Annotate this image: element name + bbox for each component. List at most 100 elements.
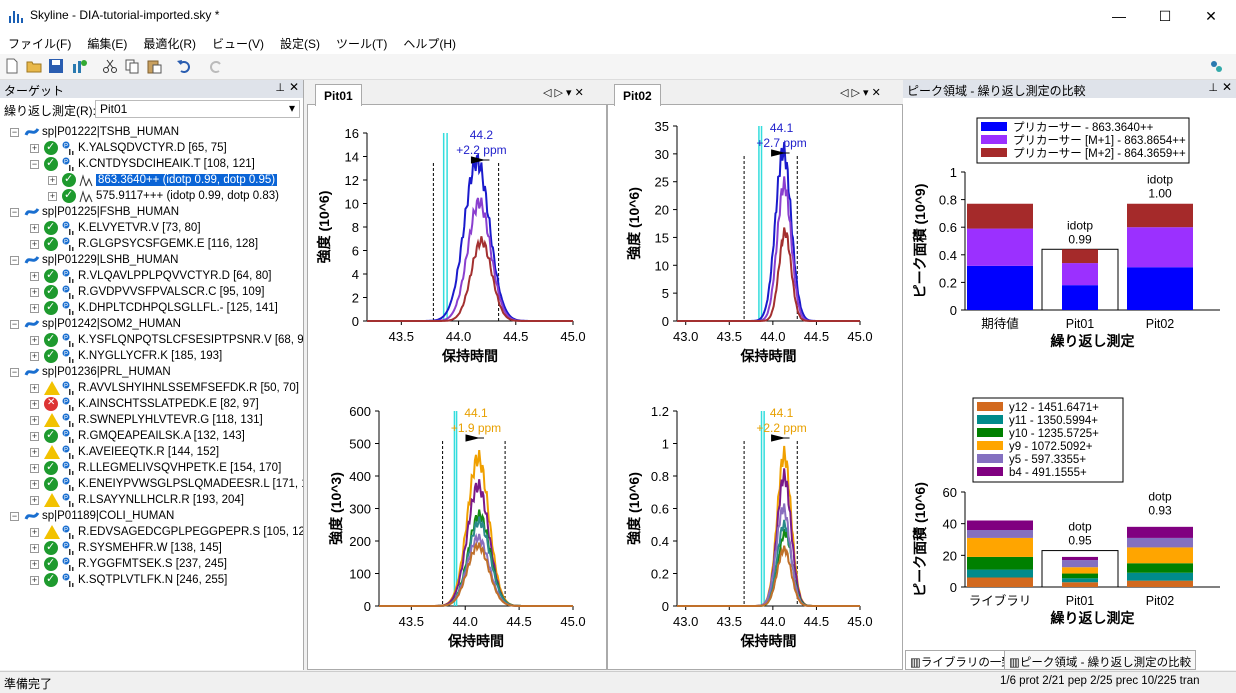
protein-node[interactable]: sp|P01225|FSHB_HUMAN [42,204,179,220]
category-label: ライブラリ [969,593,1032,608]
close-panel-icon[interactable]: ✕ [1221,80,1232,94]
menu-refine[interactable]: 最適化(R) [143,37,196,51]
peptide-node[interactable]: R.LSAYYNLLHCLR.R [193, 204] [78,492,244,508]
expand-toggle[interactable]: + [30,383,39,393]
protein-node[interactable]: sp|P01189|COLI_HUMAN [42,508,174,524]
peptide-node[interactable]: K.DHPLTCDHPQLSGLLFL.- [125, 141] [78,300,278,316]
expand-toggle[interactable]: − [10,207,19,217]
expand-toggle[interactable]: + [30,143,39,153]
expand-toggle[interactable]: + [30,303,39,313]
score-value-label: 0.93 [1148,504,1172,518]
peptide-node[interactable]: R.EDVSAGEDCGPLPEGGPEPR.S [105, 124] [78,524,303,540]
svg-text:P: P [64,224,68,230]
expand-toggle[interactable]: + [30,543,39,553]
precursor-node[interactable]: 863.3640++ (idotp 0.99, dotp 0.95) [96,172,278,188]
peptide-node[interactable]: R.GVDPVVSFPVALSCR.C [95, 109] [78,284,264,300]
peptide-node[interactable]: K.CNTDYSDCIHEAIK.T [108, 121] [78,156,255,172]
peptide-node[interactable]: R.GLGPSYCSFGEMK.E [116, 128] [78,236,258,252]
open-folder-icon[interactable] [26,58,42,74]
cut-icon[interactable] [102,58,118,74]
peptide-node[interactable]: R.LLEGMELIVSQVHPETK.E [154, 170] [78,460,281,476]
replicate-dropdown[interactable]: Pit01 ▾ [95,100,300,118]
minimize-button[interactable]: — [1112,8,1126,24]
menu-view[interactable]: ビュー(V) [212,37,264,51]
peptide-node[interactable]: K.NYGLLYCFR.K [185, 193] [78,348,222,364]
expand-toggle[interactable]: − [10,367,19,377]
svg-text:P: P [64,464,68,470]
publish-icon[interactable] [72,58,88,74]
expand-toggle[interactable]: − [10,319,19,329]
copy-icon[interactable] [124,58,140,74]
maximize-button[interactable]: ☐ [1158,7,1172,24]
save-icon[interactable] [48,58,64,74]
protein-node[interactable]: sp|P01236|PRL_HUMAN [42,364,171,380]
svg-text:P: P [64,416,68,422]
check-icon [44,460,58,475]
expand-toggle[interactable]: + [30,431,39,441]
expand-toggle[interactable]: − [10,127,19,137]
pit02-tab-controls[interactable]: ◁ ▷ ▾ ✕ [840,87,881,99]
tree-node-label: R.YGGFMTSEK.S [237, 245] [78,558,227,570]
protein-node[interactable]: sp|P01229|LSHB_HUMAN [42,252,178,268]
close-button[interactable]: ✕ [1205,7,1217,24]
expand-toggle[interactable]: + [30,223,39,233]
sync-icon[interactable] [1208,58,1224,74]
expand-toggle[interactable]: + [30,479,39,489]
peptide-node[interactable]: K.ELVYETVR.V [73, 80] [78,220,201,236]
pin-icon[interactable]: ⊥ [1208,82,1218,94]
expand-toggle[interactable]: + [30,463,39,473]
tab-library-match-label: ライブラリの一致 [920,657,1013,669]
menu-file[interactable]: ファイル(F) [8,37,72,51]
peptide-node[interactable]: K.YSFLQNPQTSLCFSESIPTPSNR.V [68, 90] [78,332,303,348]
tab-pit01[interactable]: Pit01 [315,84,362,106]
peptide-node[interactable]: R.SYSMEHFR.W [138, 145] [78,540,222,556]
tab-peak-areas[interactable]: ▥ピーク領域 - 繰り返し測定の比較 [1004,650,1197,670]
pin-icon[interactable]: ⊥ [275,82,285,94]
expand-toggle[interactable]: − [10,511,19,521]
expand-toggle[interactable]: + [30,575,39,585]
replicate-value: Pit01 [100,102,128,116]
expand-toggle[interactable]: + [30,399,39,409]
menu-edit[interactable]: 編集(E) [87,37,128,51]
expand-toggle[interactable]: + [48,191,57,201]
menu-tools[interactable]: ツール(T) [336,37,388,51]
peptide-node[interactable]: K.AINSCHTSSLATPEDK.E [82, 97] [78,396,259,412]
chart-icon: ▥ [1009,657,1020,669]
expand-toggle[interactable]: + [30,559,39,569]
peptide-node[interactable]: R.SWNEPLYHLVTEVR.G [118, 131] [78,412,263,428]
peptide-node[interactable]: K.YALSQDVCTYR.D [65, 75] [78,140,227,156]
peptide-node[interactable]: R.VLQAVLPPLPQVVCTYR.D [64, 80] [78,268,271,284]
expand-toggle[interactable]: + [30,271,39,281]
tab-pit02[interactable]: Pit02 [614,84,661,106]
paste-icon[interactable] [146,58,162,74]
tab-library-match[interactable]: ▥ライブラリの一致 [905,650,1018,670]
peptide-node[interactable]: R.YGGFMTSEK.S [237, 245] [78,556,227,572]
expand-toggle[interactable]: + [30,335,39,345]
menu-settings[interactable]: 設定(S) [280,37,320,51]
expand-toggle[interactable]: + [30,447,39,457]
protein-node[interactable]: sp|P01222|TSHB_HUMAN [42,124,179,140]
peptide-node[interactable]: K.SQTPLVTLFK.N [246, 255] [78,572,227,588]
peptide-node[interactable]: K.ENEIYPVWSGLPSLQMADEESR.L [171, 192] [78,476,303,492]
expand-toggle[interactable]: − [10,255,19,265]
peptide-node[interactable]: R.AVVLSHYIHNLSSEMFSEFDK.R [50, 70] [78,380,299,396]
expand-toggle[interactable]: + [48,175,57,185]
expand-toggle[interactable]: + [30,351,39,361]
expand-toggle[interactable]: + [30,287,39,297]
protein-node[interactable]: sp|P01242|SOM2_HUMAN [42,316,181,332]
redo-icon[interactable] [208,58,224,74]
precursor-node[interactable]: 575.9117+++ (idotp 0.99, dotp 0.83) [96,188,279,204]
expand-toggle[interactable]: + [30,239,39,249]
expand-toggle[interactable]: − [30,159,39,169]
peptide-node[interactable]: R.GMQEAPEAILSK.A [132, 143] [78,428,245,444]
pit01-tab-controls[interactable]: ◁ ▷ ▾ ✕ [543,87,584,99]
protein-icon [24,320,40,328]
new-file-icon[interactable] [4,58,20,74]
expand-toggle[interactable]: + [30,495,39,505]
undo-icon[interactable] [176,58,192,74]
expand-toggle[interactable]: + [30,415,39,425]
expand-toggle[interactable]: + [30,527,39,537]
close-panel-icon[interactable]: ✕ [288,80,299,94]
peptide-node[interactable]: K.AVEIEEQTK.R [144, 152] [78,444,219,460]
menu-help[interactable]: ヘルプ(H) [403,37,456,51]
